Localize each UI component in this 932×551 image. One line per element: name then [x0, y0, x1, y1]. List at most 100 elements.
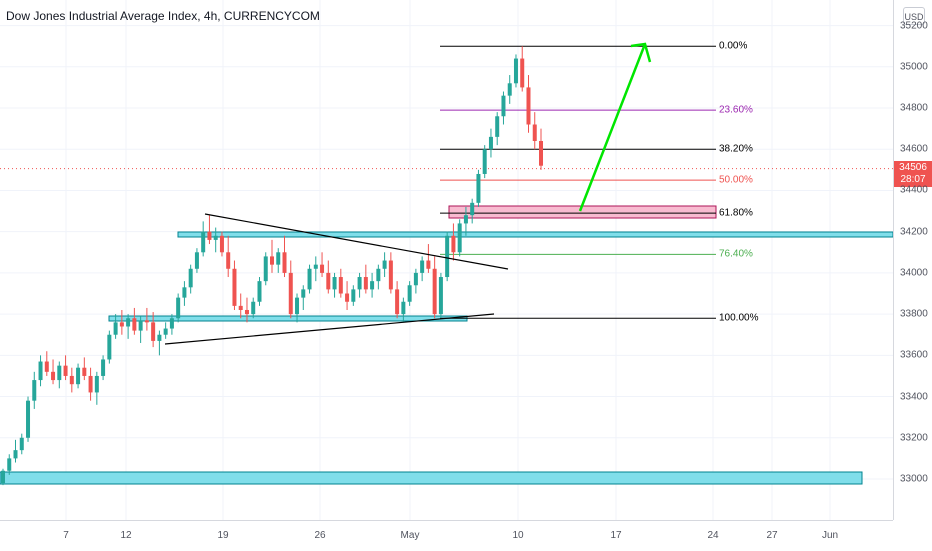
price-tick-label: 34000: [900, 267, 928, 279]
candle: [382, 252, 387, 278]
candle: [76, 363, 81, 389]
candle: [263, 252, 268, 286]
price-tick-label: 33400: [900, 391, 928, 403]
chart-area[interactable]: Dow Jones Industrial Average Index, 4h, …: [0, 0, 893, 520]
fibonacci-retracement: [440, 45, 716, 319]
chart-title: Dow Jones Industrial Average Index, 4h, …: [6, 9, 320, 23]
candle: [138, 316, 143, 343]
candle-body: [213, 235, 218, 240]
candle: [176, 293, 181, 323]
fib-level-label: 50.00%: [719, 174, 753, 186]
candle: [207, 215, 212, 245]
candle: [307, 264, 312, 294]
projection-arrow: [578, 43, 647, 212]
candle-body: [426, 260, 431, 269]
candle: [182, 281, 187, 306]
currency-badge[interactable]: USD: [903, 7, 925, 25]
candle: [188, 264, 193, 294]
candle: [451, 223, 456, 261]
candle: [157, 330, 162, 356]
candle: [345, 281, 350, 310]
time-axis[interactable]: [0, 520, 893, 551]
price-axis[interactable]: [893, 0, 932, 520]
candle: [407, 281, 412, 306]
candle-body: [470, 202, 475, 216]
candle: [132, 307, 137, 335]
candle-body: [82, 367, 87, 376]
candle: [351, 285, 356, 306]
price-tick-label: 33200: [900, 432, 928, 444]
drawings-layer: [164, 42, 652, 345]
candle: [51, 359, 56, 385]
candle: [44, 351, 49, 376]
candle-body: [88, 375, 93, 393]
candle-body: [513, 58, 518, 84]
candle-body: [244, 309, 249, 315]
last-price-value: 34506: [899, 162, 927, 173]
candle: [520, 46, 525, 92]
candle-body: [232, 268, 237, 306]
time-tick-label: 26: [314, 530, 326, 541]
candle: [38, 355, 43, 387]
candle: [295, 293, 300, 323]
candle-body: [19, 437, 24, 451]
candle-body: [313, 264, 318, 269]
candle-body: [482, 149, 487, 174]
fib-level-label: 76.40%: [719, 248, 753, 260]
fib-level-label: 61.80%: [719, 207, 753, 219]
candle: [282, 235, 287, 278]
candle-body: [226, 252, 231, 269]
candle-body: [376, 268, 381, 282]
candle-body: [401, 301, 406, 315]
candle: [19, 433, 24, 455]
candle-body: [182, 287, 187, 298]
candle: [488, 128, 493, 158]
candle: [276, 248, 281, 273]
candle: [232, 260, 237, 310]
candle-body: [520, 58, 525, 88]
candle-body: [338, 277, 343, 294]
candle: [301, 285, 306, 310]
candle: [7, 454, 12, 475]
candle-body: [363, 277, 368, 290]
candle: [532, 112, 537, 150]
candle: [144, 307, 149, 331]
candle-body: [476, 173, 481, 203]
price-tick-label: 34600: [900, 143, 928, 155]
candle: [370, 272, 375, 298]
candle-body: [495, 116, 500, 137]
candle-body: [457, 223, 462, 253]
price-tick-label: 33000: [900, 473, 928, 485]
candle-body: [1, 470, 5, 484]
candle: [113, 314, 118, 339]
candle: [26, 396, 31, 442]
candle: [420, 256, 425, 282]
candle: [219, 231, 224, 257]
lower-trendline: [164, 313, 495, 345]
candle: [363, 264, 368, 294]
candle-body: [445, 235, 450, 278]
candle-body: [76, 367, 81, 385]
candle-body: [432, 268, 437, 315]
candle: [201, 221, 206, 257]
candle: [388, 252, 393, 294]
candle-body: [194, 252, 199, 269]
candle-body: [388, 260, 393, 290]
candle-body: [532, 124, 537, 141]
candle: [413, 268, 418, 294]
candle-body: [176, 297, 181, 319]
candle: [244, 297, 249, 323]
candle-body: [395, 289, 400, 315]
time-tick-label: 10: [512, 530, 524, 541]
candlestick-chart[interactable]: [0, 0, 893, 520]
candle-body: [32, 380, 37, 401]
candle-body: [51, 371, 56, 381]
candle: [251, 297, 256, 319]
candle: [395, 281, 400, 319]
candle-body: [295, 297, 300, 315]
time-tick-label: May: [400, 530, 420, 541]
candle-body: [26, 400, 31, 438]
candle: [507, 75, 512, 104]
candle-body: [169, 318, 174, 329]
fib-level-label: 0.00%: [719, 40, 748, 52]
